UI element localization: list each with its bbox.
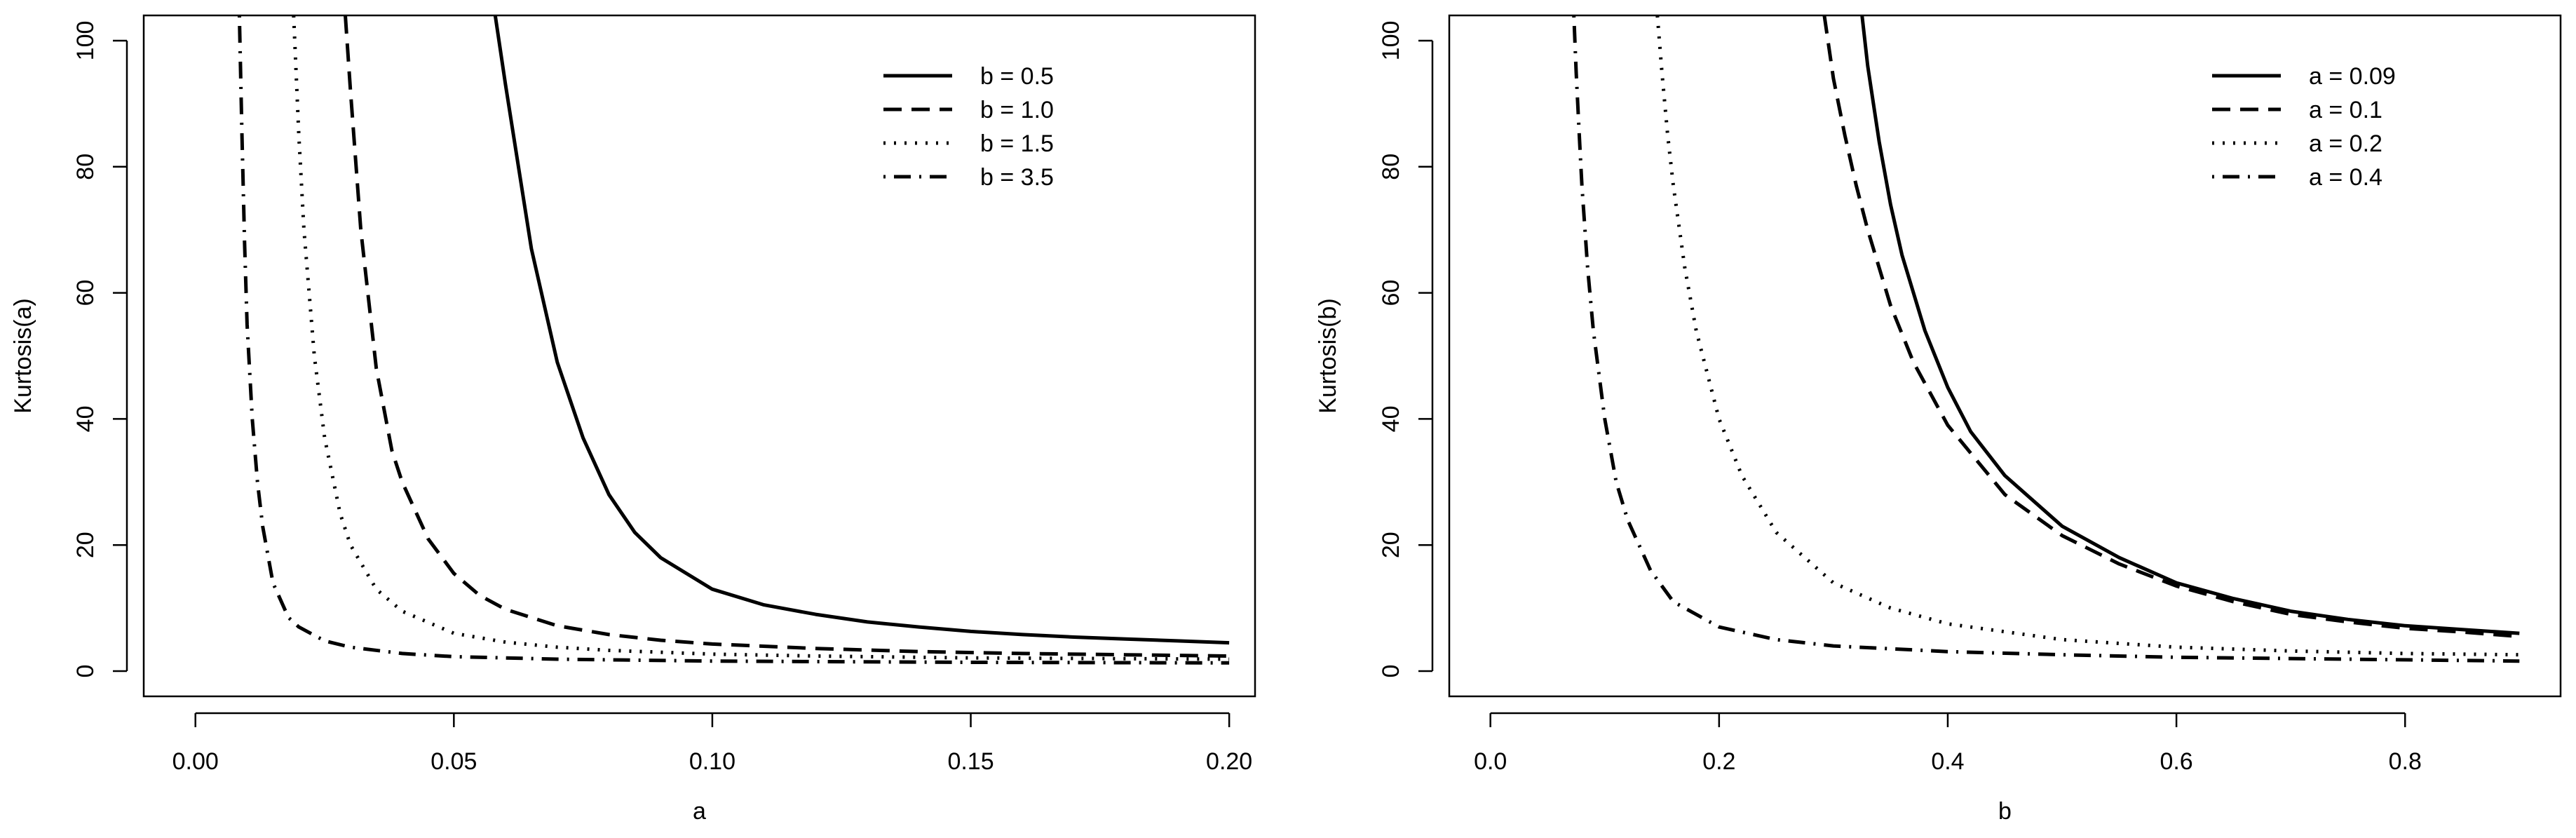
y-tick-label: 60 <box>72 280 99 306</box>
series-line-dashed <box>1822 15 2520 639</box>
x-axis-label: a <box>693 798 706 825</box>
legend-label: a = 0.1 <box>2309 97 2382 123</box>
series-line-dotted <box>292 15 1230 661</box>
series-group <box>1572 15 2520 663</box>
y-tick-label: 80 <box>72 154 99 180</box>
x-tick-label: 0.10 <box>689 748 735 775</box>
legend-label: b = 3.5 <box>980 164 1054 191</box>
legend: a = 0.09 a = 0.1 a = 0.2 a = 0.4 <box>2212 63 2396 191</box>
plot-frame <box>1448 14 2562 698</box>
legend-label: a = 0.09 <box>2309 63 2396 90</box>
y-axis-label: Kurtosis(a) <box>10 298 36 413</box>
y-tick-label: 20 <box>72 532 99 558</box>
x-tick-label: 0.05 <box>431 748 477 775</box>
plot-frame <box>142 14 1256 698</box>
x-axis-label: b <box>1998 798 2012 825</box>
legend-label: a = 0.2 <box>2309 130 2382 157</box>
legend-label: b = 0.5 <box>980 63 1054 90</box>
x-tick-label: 0.00 <box>172 748 219 775</box>
y-tick-label: 40 <box>1378 405 1404 432</box>
chart-panel-1: 0.00 0.05 0.10 0.15 0.20 0 20 40 60 80 100 a Kurtosi… <box>10 14 1256 825</box>
series-group <box>237 15 1230 665</box>
x-tick-label: 0.0 <box>1474 748 1507 775</box>
series-line-dashed <box>344 15 1230 658</box>
legend-label: b = 1.5 <box>980 130 1054 157</box>
series-line-solid <box>493 15 1230 645</box>
y-tick-label: 0 <box>1378 665 1404 678</box>
series-line-dotted <box>1655 15 2520 657</box>
y-tick-label: 100 <box>72 21 99 61</box>
x-tick-label: 0.6 <box>2160 748 2192 775</box>
legend-label: a = 0.4 <box>2309 164 2382 191</box>
x-tick-label: 0.4 <box>1931 748 1964 775</box>
y-tick-label: 40 <box>72 405 99 432</box>
x-tick-label: 0.15 <box>947 748 994 775</box>
x-tick-label: 0.8 <box>2389 748 2422 775</box>
series-line-solid <box>1860 15 2520 635</box>
x-tick-label: 0.2 <box>1702 748 1735 775</box>
series-line-dotdash <box>237 15 1230 665</box>
y-tick-label: 100 <box>1378 21 1404 61</box>
y-axis-label: Kurtosis(b) <box>1315 298 1341 413</box>
x-tick-label: 0.20 <box>1206 748 1252 775</box>
y-tick-label: 60 <box>1378 280 1404 306</box>
y-tick-label: 80 <box>1378 154 1404 180</box>
series-line-dotdash <box>1572 15 2520 663</box>
legend: b = 0.5 b = 1.0 b = 1.5 b = 3.5 <box>883 63 1054 191</box>
y-tick-label: 20 <box>1378 532 1404 558</box>
y-tick-label: 0 <box>72 665 99 678</box>
chart-panel-2: 0.0 0.2 0.4 0.6 0.8 0 20 40 60 80 100 b Kurtosis(b) a… <box>1315 14 2562 825</box>
legend-label: b = 1.0 <box>980 97 1054 123</box>
